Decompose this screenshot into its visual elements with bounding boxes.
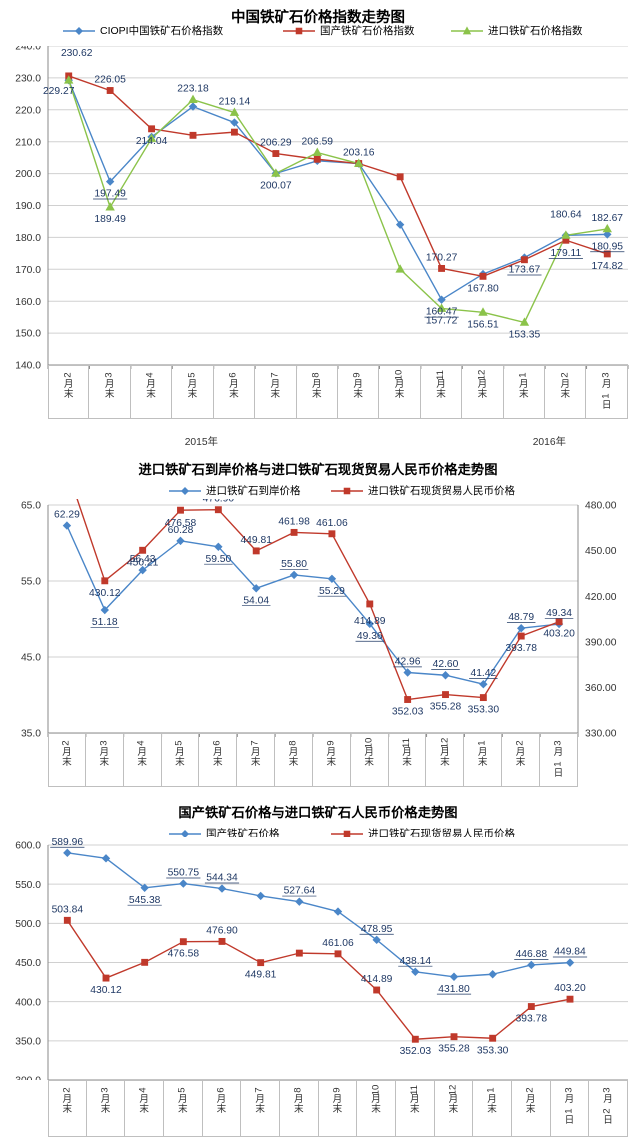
svg-text:230.62: 230.62 bbox=[61, 48, 93, 59]
svg-text:461.98: 461.98 bbox=[278, 516, 310, 527]
svg-text:600.0: 600.0 bbox=[15, 841, 41, 852]
svg-text:219.14: 219.14 bbox=[219, 97, 251, 108]
svg-text:173.67: 173.67 bbox=[509, 265, 541, 276]
svg-text:353.30: 353.30 bbox=[477, 1045, 509, 1056]
svg-text:197.49: 197.49 bbox=[94, 189, 126, 200]
svg-text:59.50: 59.50 bbox=[205, 554, 231, 565]
svg-text:500.0: 500.0 bbox=[15, 919, 41, 930]
svg-text:430.12: 430.12 bbox=[90, 985, 122, 996]
svg-text:544.34: 544.34 bbox=[206, 873, 238, 884]
svg-text:450.00: 450.00 bbox=[585, 546, 617, 557]
svg-text:403.20: 403.20 bbox=[554, 983, 586, 994]
svg-text:480.00: 480.00 bbox=[585, 501, 617, 512]
svg-text:240.0: 240.0 bbox=[15, 46, 41, 53]
svg-text:330.00: 330.00 bbox=[585, 729, 617, 737]
svg-text:214.04: 214.04 bbox=[136, 136, 168, 147]
svg-text:210.0: 210.0 bbox=[15, 137, 41, 148]
svg-text:226.05: 226.05 bbox=[94, 75, 126, 86]
svg-text:550.0: 550.0 bbox=[15, 880, 41, 891]
svg-text:478.95: 478.95 bbox=[361, 924, 393, 935]
svg-text:55.80: 55.80 bbox=[281, 559, 307, 570]
svg-text:430.12: 430.12 bbox=[89, 588, 121, 599]
svg-text:230.0: 230.0 bbox=[15, 74, 41, 85]
svg-text:450.0: 450.0 bbox=[15, 958, 41, 969]
svg-text:550.75: 550.75 bbox=[168, 868, 200, 879]
svg-text:431.80: 431.80 bbox=[438, 984, 470, 995]
svg-text:160.0: 160.0 bbox=[15, 297, 41, 308]
svg-text:35.0: 35.0 bbox=[21, 729, 41, 737]
svg-text:170.27: 170.27 bbox=[426, 252, 458, 263]
svg-text:49.36: 49.36 bbox=[357, 631, 383, 642]
svg-text:589.96: 589.96 bbox=[52, 837, 84, 848]
svg-text:446.88: 446.88 bbox=[516, 949, 548, 960]
svg-text:449.84: 449.84 bbox=[554, 947, 586, 958]
svg-text:203.16: 203.16 bbox=[343, 148, 375, 159]
svg-text:206.59: 206.59 bbox=[302, 137, 334, 148]
svg-text:49.34: 49.34 bbox=[546, 608, 572, 619]
svg-text:223.18: 223.18 bbox=[177, 84, 209, 95]
svg-text:153.35: 153.35 bbox=[509, 329, 541, 340]
svg-text:355.28: 355.28 bbox=[438, 1044, 470, 1055]
svg-text:229.27: 229.27 bbox=[43, 86, 75, 97]
svg-text:42.60: 42.60 bbox=[433, 659, 459, 670]
svg-text:170.0: 170.0 bbox=[15, 265, 41, 276]
svg-text:350.0: 350.0 bbox=[15, 1036, 41, 1047]
svg-text:527.64: 527.64 bbox=[284, 886, 316, 897]
svg-text:190.0: 190.0 bbox=[15, 201, 41, 212]
svg-text:179.11: 179.11 bbox=[550, 248, 581, 259]
svg-text:200.0: 200.0 bbox=[15, 169, 41, 180]
svg-text:55.0: 55.0 bbox=[21, 577, 41, 588]
svg-text:42.96: 42.96 bbox=[395, 657, 421, 668]
svg-text:180.0: 180.0 bbox=[15, 233, 41, 244]
svg-text:65.0: 65.0 bbox=[21, 501, 41, 512]
svg-text:352.03: 352.03 bbox=[400, 1046, 432, 1057]
svg-text:393.78: 393.78 bbox=[505, 643, 537, 654]
svg-text:476.58: 476.58 bbox=[165, 518, 197, 529]
svg-text:476.58: 476.58 bbox=[168, 949, 200, 960]
svg-text:360.00: 360.00 bbox=[585, 683, 617, 694]
svg-text:355.28: 355.28 bbox=[430, 702, 462, 713]
svg-text:414.89: 414.89 bbox=[354, 616, 386, 627]
svg-text:300.0: 300.0 bbox=[15, 1076, 41, 1080]
svg-text:476.90: 476.90 bbox=[206, 925, 238, 936]
svg-text:200.07: 200.07 bbox=[260, 180, 292, 191]
svg-text:140.0: 140.0 bbox=[15, 361, 41, 369]
svg-text:156.51: 156.51 bbox=[467, 319, 499, 330]
svg-text:182.67: 182.67 bbox=[592, 213, 624, 224]
svg-text:180.64: 180.64 bbox=[550, 209, 582, 220]
svg-text:414.89: 414.89 bbox=[361, 974, 393, 985]
svg-text:150.0: 150.0 bbox=[15, 329, 41, 340]
svg-text:220.0: 220.0 bbox=[15, 105, 41, 116]
svg-text:545.38: 545.38 bbox=[129, 895, 161, 906]
svg-text:403.20: 403.20 bbox=[543, 629, 575, 640]
svg-text:450.21: 450.21 bbox=[127, 557, 159, 568]
svg-text:400.0: 400.0 bbox=[15, 997, 41, 1008]
svg-text:167.80: 167.80 bbox=[467, 283, 499, 294]
svg-text:41.42: 41.42 bbox=[470, 668, 496, 679]
svg-text:45.0: 45.0 bbox=[21, 653, 41, 664]
svg-text:51.18: 51.18 bbox=[92, 617, 118, 628]
svg-text:438.14: 438.14 bbox=[400, 956, 432, 967]
svg-text:54.04: 54.04 bbox=[243, 595, 269, 606]
svg-text:503.84: 503.84 bbox=[52, 904, 84, 915]
svg-text:189.49: 189.49 bbox=[94, 214, 126, 225]
svg-text:461.06: 461.06 bbox=[316, 518, 348, 529]
svg-text:449.81: 449.81 bbox=[240, 535, 272, 546]
svg-text:449.81: 449.81 bbox=[245, 970, 277, 981]
svg-text:476.90: 476.90 bbox=[203, 499, 235, 505]
svg-text:180.95: 180.95 bbox=[592, 241, 624, 252]
svg-text:420.00: 420.00 bbox=[585, 592, 617, 603]
svg-text:206.29: 206.29 bbox=[260, 138, 292, 149]
svg-text:393.78: 393.78 bbox=[516, 1014, 548, 1025]
svg-text:174.82: 174.82 bbox=[592, 261, 624, 272]
svg-text:461.06: 461.06 bbox=[322, 938, 354, 949]
svg-text:353.30: 353.30 bbox=[468, 705, 500, 716]
svg-text:390.00: 390.00 bbox=[585, 637, 617, 648]
svg-text:48.79: 48.79 bbox=[508, 612, 534, 623]
svg-text:157.72: 157.72 bbox=[426, 315, 458, 326]
svg-text:62.29: 62.29 bbox=[54, 510, 80, 521]
svg-text:55.29: 55.29 bbox=[319, 586, 345, 597]
svg-text:352.03: 352.03 bbox=[392, 707, 424, 718]
